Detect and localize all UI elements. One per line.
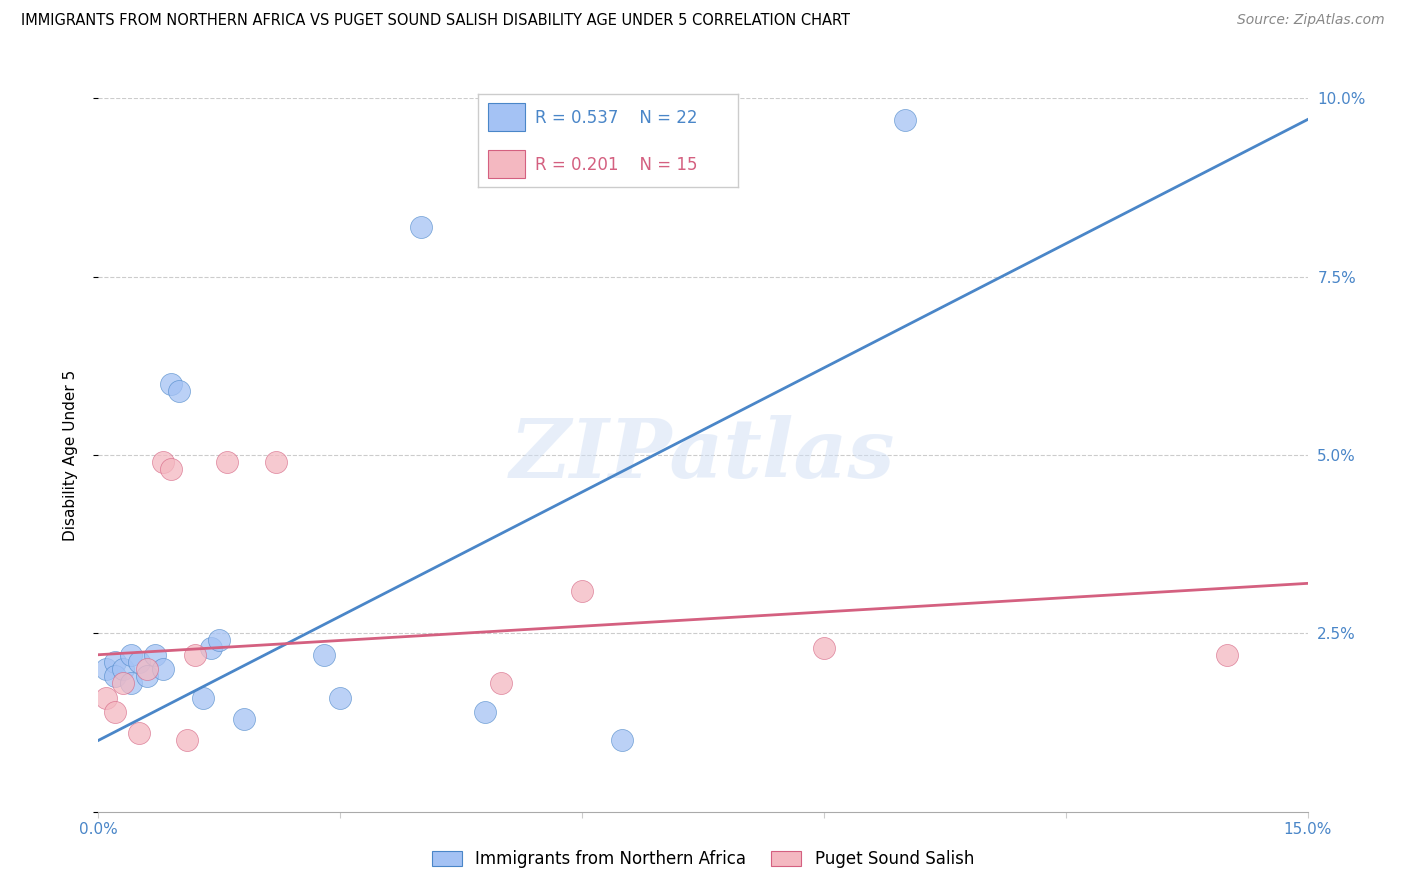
Text: R = 0.201    N = 15: R = 0.201 N = 15 [536, 156, 697, 174]
Point [264, 455, 287, 469]
Point [474, 705, 496, 719]
Legend: Immigrants from Northern Africa, Puget Sound Salish: Immigrants from Northern Africa, Puget S… [425, 844, 981, 875]
Text: IMMIGRANTS FROM NORTHERN AFRICA VS PUGET SOUND SALISH DISABILITY AGE UNDER 5 COR: IMMIGRANTS FROM NORTHERN AFRICA VS PUGET… [21, 13, 851, 29]
Point [120, 676, 142, 690]
Point [135, 669, 157, 683]
Point [120, 648, 142, 662]
Point [160, 376, 183, 391]
Point [111, 676, 134, 690]
Point [409, 219, 432, 234]
Point [176, 733, 198, 747]
Point [491, 676, 513, 690]
Point [103, 655, 125, 669]
Point [612, 733, 634, 747]
Point [193, 690, 215, 705]
Point [103, 705, 125, 719]
Point [167, 384, 190, 398]
Point [160, 462, 183, 476]
Point [135, 662, 157, 676]
Point [111, 662, 134, 676]
Point [184, 648, 207, 662]
Point [893, 112, 915, 127]
Y-axis label: Disability Age Under 5: Disability Age Under 5 [63, 369, 77, 541]
Point [152, 455, 174, 469]
Point [813, 640, 835, 655]
Point [217, 455, 239, 469]
Point [103, 669, 125, 683]
Point [1216, 648, 1239, 662]
Text: R = 0.537    N = 22: R = 0.537 N = 22 [536, 109, 697, 127]
Point [128, 726, 150, 740]
Point [232, 712, 254, 726]
Point [329, 690, 352, 705]
Point [128, 655, 150, 669]
Point [200, 640, 222, 655]
Point [314, 648, 336, 662]
Bar [488, 103, 524, 131]
Point [143, 648, 166, 662]
Point [96, 690, 118, 705]
Point [152, 662, 174, 676]
Point [571, 583, 593, 598]
Text: ZIPatlas: ZIPatlas [510, 415, 896, 495]
Bar [488, 150, 524, 178]
Text: Source: ZipAtlas.com: Source: ZipAtlas.com [1237, 13, 1385, 28]
Point [96, 662, 118, 676]
Point [208, 633, 231, 648]
